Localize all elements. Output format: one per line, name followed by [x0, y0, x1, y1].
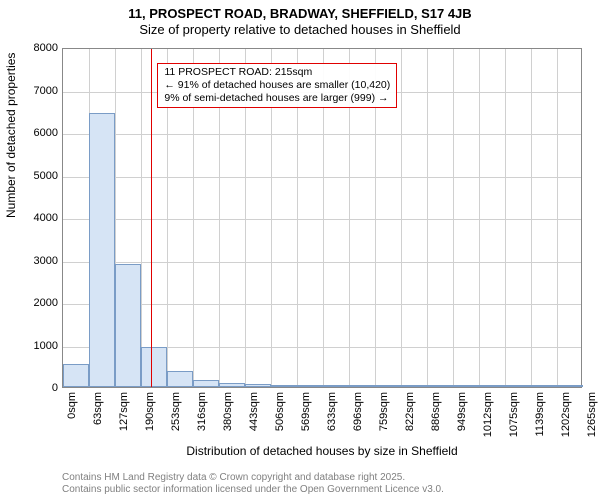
x-tick-label: 633sqm — [326, 392, 338, 431]
y-tick-label: 2000 — [22, 297, 58, 309]
histogram-bar — [557, 385, 583, 387]
x-tick-label: 949sqm — [456, 392, 468, 431]
y-tick-label: 6000 — [22, 127, 58, 139]
gridline-v — [453, 49, 454, 387]
histogram-bar — [453, 385, 479, 387]
gridline-v — [505, 49, 506, 387]
histogram-bar — [271, 385, 297, 387]
x-tick-label: 253sqm — [170, 392, 182, 431]
x-tick-label: 696sqm — [352, 392, 364, 431]
chart-plot-area: 11 PROSPECT ROAD: 215sqm← 91% of detache… — [62, 48, 582, 388]
histogram-bar — [115, 264, 141, 387]
x-tick-label: 190sqm — [144, 392, 156, 431]
histogram-bar — [375, 385, 401, 387]
y-tick-label: 3000 — [22, 255, 58, 267]
annotation-box: 11 PROSPECT ROAD: 215sqm← 91% of detache… — [157, 63, 397, 108]
x-tick-label: 1139sqm — [534, 392, 546, 436]
histogram-bar — [323, 385, 349, 387]
x-tick-label: 316sqm — [196, 392, 208, 431]
chart-title-subtitle: Size of property relative to detached ho… — [0, 22, 600, 38]
histogram-bar — [401, 385, 427, 387]
x-tick-label: 1265sqm — [586, 392, 598, 437]
histogram-bar — [167, 371, 193, 387]
y-tick-label: 8000 — [22, 42, 58, 54]
x-tick-label: 759sqm — [378, 392, 390, 431]
x-tick-label: 886sqm — [430, 392, 442, 431]
histogram-bar — [427, 385, 453, 387]
x-tick-label: 506sqm — [274, 392, 286, 431]
y-tick-label: 0 — [22, 382, 58, 394]
y-axis-label: Number of detached properties — [4, 53, 18, 218]
x-tick-label: 380sqm — [222, 392, 234, 431]
x-tick-label: 1075sqm — [508, 392, 520, 437]
annotation-line1: 11 PROSPECT ROAD: 215sqm — [164, 66, 390, 79]
gridline-v — [557, 49, 558, 387]
histogram-bar — [141, 347, 167, 387]
histogram-bar — [89, 113, 115, 387]
histogram-bar — [349, 385, 375, 387]
histogram-bar — [297, 385, 323, 387]
x-tick-label: 127sqm — [118, 392, 130, 431]
x-tick-label: 0sqm — [66, 392, 78, 419]
chart-title-address: 11, PROSPECT ROAD, BRADWAY, SHEFFIELD, S… — [0, 6, 600, 22]
histogram-bar — [479, 385, 505, 387]
gridline-v — [427, 49, 428, 387]
y-tick-label: 1000 — [22, 340, 58, 352]
x-tick-label: 443sqm — [248, 392, 260, 431]
x-tick-label: 1012sqm — [482, 392, 494, 437]
x-tick-label: 63sqm — [92, 392, 104, 425]
footer-attribution: Contains HM Land Registry data © Crown c… — [62, 472, 444, 496]
reference-line — [151, 49, 152, 387]
chart-title-block: 11, PROSPECT ROAD, BRADWAY, SHEFFIELD, S… — [0, 0, 600, 39]
x-tick-label: 569sqm — [300, 392, 312, 431]
histogram-bar — [219, 383, 245, 387]
annotation-line2: ← 91% of detached houses are smaller (10… — [164, 79, 390, 92]
gridline-v — [531, 49, 532, 387]
histogram-bar — [505, 385, 531, 387]
gridline-v — [479, 49, 480, 387]
gridline-v — [401, 49, 402, 387]
x-tick-label: 1202sqm — [560, 392, 572, 437]
histogram-bar — [531, 385, 557, 387]
annotation-line3: 9% of semi-detached houses are larger (9… — [164, 92, 390, 105]
footer-line2: Contains public sector information licen… — [62, 484, 444, 496]
y-tick-label: 5000 — [22, 170, 58, 182]
gridline-v — [141, 49, 142, 387]
footer-line1: Contains HM Land Registry data © Crown c… — [62, 472, 444, 484]
y-tick-label: 7000 — [22, 85, 58, 97]
histogram-bar — [63, 364, 89, 387]
histogram-bar — [245, 384, 271, 387]
x-tick-label: 822sqm — [404, 392, 416, 431]
x-axis-label: Distribution of detached houses by size … — [62, 444, 582, 458]
histogram-bar — [193, 380, 219, 387]
y-tick-label: 4000 — [22, 212, 58, 224]
